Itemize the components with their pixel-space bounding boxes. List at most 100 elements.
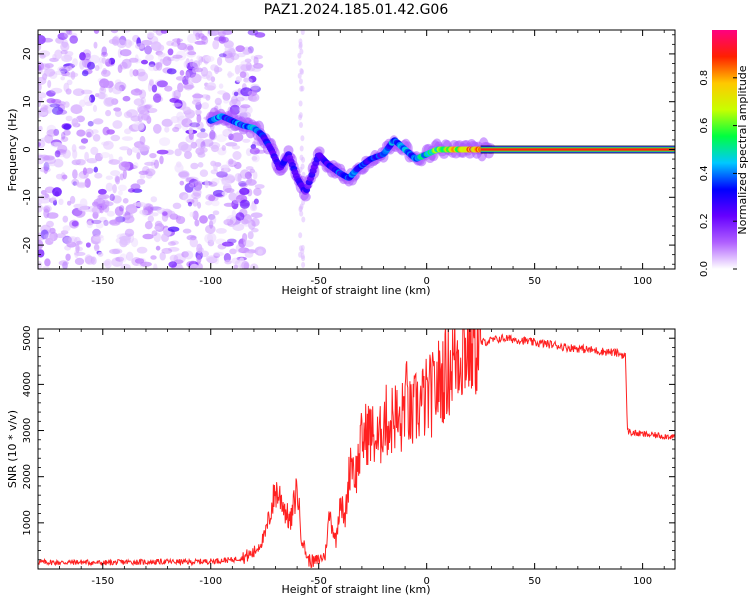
heatmap-noise-cell: [93, 198, 106, 207]
heatmap-noise-cell: [297, 72, 302, 79]
heatmap-noise-cell: [243, 240, 254, 248]
heatmap-noise-cell: [117, 64, 123, 73]
heatmap-noise-cell: [239, 182, 248, 188]
x-tick-label: 100: [633, 276, 652, 287]
heatmap-noise-cell: [72, 169, 78, 180]
heatmap-noise-cell: [46, 212, 59, 219]
heatmap-noise-cell: [196, 113, 202, 123]
heatmap-noise-cell: [101, 46, 107, 56]
heatmap-noise-cell: [144, 104, 152, 109]
heatmap-noise-cell: [299, 68, 304, 74]
heatmap-noise-cell: [97, 92, 106, 100]
heatmap-noise-cell: [224, 259, 232, 265]
heatmap-noise-cell: [245, 179, 257, 186]
heatmap-noise-cell: [70, 70, 76, 80]
heatmap-noise-cell: [196, 254, 202, 264]
heatmap-noise-cell: [299, 122, 303, 128]
heatmap-noise-cell: [195, 32, 201, 41]
heatmap-noise-cell: [187, 77, 193, 85]
heatmap-noise-cell: [87, 61, 95, 70]
heatmap-noise-cell: [47, 80, 52, 88]
heatmap-noise-cell: [176, 115, 188, 125]
heatmap-noise-cell: [239, 187, 250, 195]
heatmap-noise-cell: [93, 234, 104, 239]
heatmap-noise-cell: [200, 94, 211, 99]
heatmap-noise-cell: [100, 86, 105, 91]
heatmap-noise-cell: [88, 54, 100, 64]
heatmap-noise-cell: [63, 82, 70, 93]
heatmap-noise-cell: [299, 210, 304, 217]
heatmap-x-axis-label: Height of straight line (km): [281, 284, 430, 297]
heatmap-noise-cell: [222, 92, 231, 101]
heatmap-noise-cell: [91, 219, 102, 224]
heatmap-noise-cell: [234, 161, 242, 170]
heatmap-noise-cell: [76, 240, 83, 245]
heatmap-noise-cell: [76, 182, 87, 189]
heatmap-noise-cell: [251, 228, 259, 233]
heatmap-noise-cell: [208, 194, 216, 202]
heatmap-noise-cell: [119, 173, 125, 181]
heatmap-noise-cell: [192, 210, 199, 221]
heatmap-noise-cell: [210, 64, 218, 71]
heatmap-noise-cell: [235, 212, 245, 221]
heatmap-noise-cell: [111, 85, 123, 95]
heatmap-noise-cell: [196, 121, 204, 130]
heatmap-noise-cell: [53, 158, 64, 168]
heatmap-noise-cell: [84, 178, 91, 188]
heatmap-noise-cell: [118, 156, 123, 162]
heatmap-noise-cell: [242, 138, 251, 143]
heatmap-carrier-line: [480, 148, 675, 151]
heatmap-noise-cell: [122, 169, 127, 180]
heatmap-noise-cell: [55, 173, 64, 180]
heatmap-noise-cell: [84, 101, 93, 107]
heatmap-noise-cell: [159, 137, 171, 147]
heatmap-noise-cell: [197, 201, 202, 209]
heatmap-noise-cell: [253, 187, 262, 196]
heatmap-noise-cell: [40, 137, 53, 142]
heatmap-noise-cell: [161, 118, 173, 127]
heatmap-noise-cell: [239, 169, 250, 180]
heatmap-noise-cell: [57, 144, 68, 153]
heatmap-noise-cell: [252, 171, 258, 180]
heatmap-noise-cell: [79, 59, 85, 70]
heatmap-noise-cell: [211, 178, 220, 185]
heatmap-noise-cell: [40, 194, 51, 200]
heatmap-noise-cell: [153, 123, 162, 134]
heatmap-noise-cell: [52, 187, 62, 197]
heatmap-noise-cell: [104, 258, 112, 269]
heatmap-noise-cell: [206, 31, 211, 37]
heatmap-noise-cell: [177, 82, 184, 93]
heatmap-noise-cell: [98, 188, 107, 195]
heatmap-noise-cell: [93, 30, 100, 34]
heatmap-noise-cell: [173, 57, 180, 62]
heatmap-noise-cell: [236, 52, 246, 58]
heatmap-noise-cell: [40, 104, 48, 112]
heatmap-noise-cell: [46, 90, 56, 97]
heatmap-noise-cell: [215, 228, 227, 234]
heatmap-noise-cell: [119, 205, 125, 212]
heatmap-noise-cell: [98, 56, 104, 63]
heatmap-noise-cell: [136, 68, 146, 77]
heatmap-noise-cell: [207, 214, 216, 220]
heatmap-noise-cell: [142, 111, 150, 121]
heatmap-noise-cell: [254, 32, 266, 38]
heatmap-noise-cell: [233, 91, 239, 97]
heatmap-noise-cell: [202, 139, 214, 147]
heatmap-noise-cell: [213, 251, 224, 257]
heatmap-noise-cell: [177, 171, 189, 178]
heatmap-noise-cell: [114, 206, 124, 217]
heatmap-noise-cell: [189, 211, 195, 218]
heatmap-noise-cell: [135, 43, 145, 50]
heatmap-noise-cell: [141, 59, 148, 65]
heatmap-noise-cell: [122, 215, 135, 224]
heatmap-noise-cell: [48, 161, 57, 167]
heatmap-noise-cell: [199, 215, 208, 224]
heatmap-noise-cell: [66, 30, 73, 36]
heatmap-noise-cell: [191, 192, 202, 200]
heatmap-noise-cell: [201, 35, 208, 41]
heatmap-noise-cell: [145, 54, 154, 61]
heatmap-noise-cell: [119, 146, 130, 151]
heatmap-noise-cell: [164, 126, 170, 133]
heatmap-noise-cell: [80, 138, 89, 144]
heatmap-noise-cell: [167, 226, 180, 232]
